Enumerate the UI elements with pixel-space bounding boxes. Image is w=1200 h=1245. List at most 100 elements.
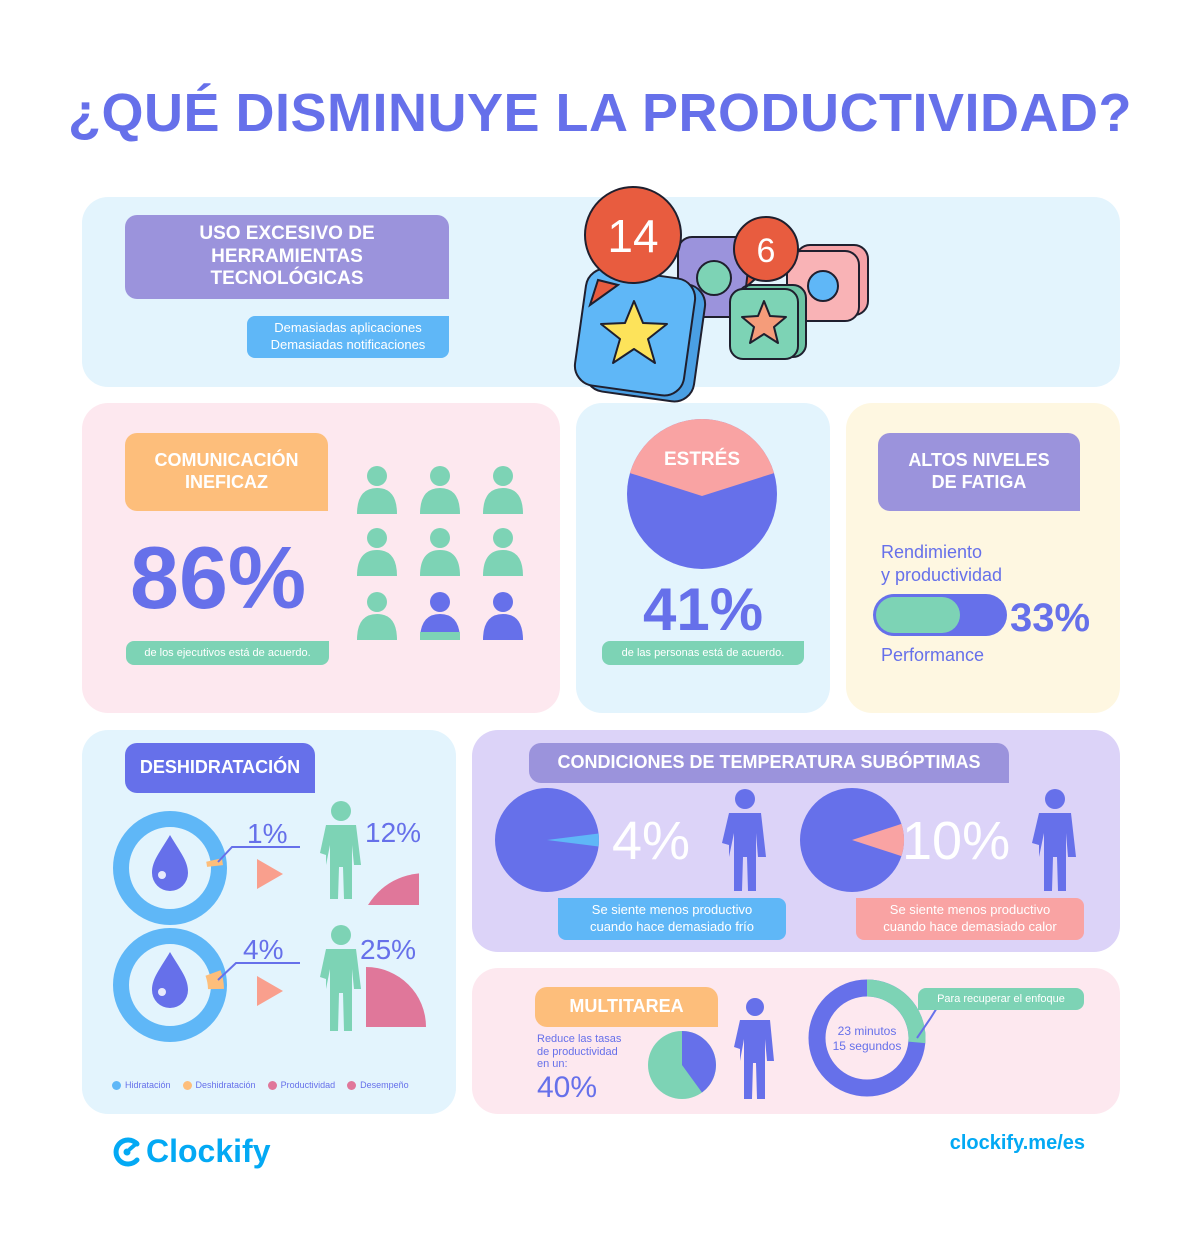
multitask-value: 40% xyxy=(537,1071,598,1104)
legend-dot-icon xyxy=(112,1080,121,1090)
fatigue-subtitle: Rendimiento y productividad xyxy=(881,541,1002,588)
hydration-ring-1 xyxy=(113,811,227,925)
hot-caption-line2: cuando hace demasiado calor xyxy=(883,919,1057,934)
arrow-icon xyxy=(257,976,283,1006)
dehydration-graphic: 1% 12% 4% 25% xyxy=(113,801,426,1042)
fatigue-value: 33% xyxy=(1010,596,1091,640)
legend-label: Hidratación xyxy=(125,1080,171,1090)
person-icon xyxy=(420,466,460,514)
fatigue-footer: Performance xyxy=(881,645,985,665)
communication-value: 86% xyxy=(130,528,307,627)
hydration-loss-1: 1% xyxy=(247,818,287,849)
cold-caption-line1: Se siente menos productivo xyxy=(591,902,753,918)
multitask-desc-line3: en un: xyxy=(537,1058,568,1071)
productivity-loss-1: 12% xyxy=(365,817,421,848)
person-icon xyxy=(357,466,397,514)
multitask-description: Reduce las tasas de productividad en un: xyxy=(537,1033,621,1071)
fatigue-progress-fill xyxy=(876,597,960,633)
legend-label: Productividad xyxy=(280,1080,336,1090)
temperature-graphic: 4% 10% xyxy=(495,788,1076,892)
clockify-logo-icon xyxy=(113,1137,140,1166)
fatigue-tag: ALTOS NIVELES DE FATIGA xyxy=(878,433,1080,511)
dehydration-tag: DESHIDRATACIÓN xyxy=(125,743,315,793)
hydration-ring-2 xyxy=(113,928,227,1042)
productivity-loss-wedge-1 xyxy=(368,873,419,905)
legend-dot-icon xyxy=(347,1080,357,1090)
tech-note-notifications: Demasiadas notificaciones xyxy=(270,337,426,352)
notification-badge-large: 14 xyxy=(584,186,682,308)
cold-pie-slice xyxy=(547,833,599,847)
person-icon xyxy=(420,528,460,576)
stress-pie-chart: ESTRÉS xyxy=(627,418,777,569)
tech-tag: USO EXCESIVO DE HERRAMIENTAS TECNOLÓGICA… xyxy=(125,215,449,299)
badge-count-small: 6 xyxy=(757,232,776,270)
legend-label: Deshidratación xyxy=(195,1080,256,1090)
water-drop-icon xyxy=(152,835,188,891)
hot-caption: Se siente menos productivo cuando hace d… xyxy=(856,898,1084,940)
fatigue-subtitle-line1: Rendimiento xyxy=(881,542,983,562)
stress-tag: ESTRÉS xyxy=(664,448,740,470)
fatigue-subtitle-line2: y productividad xyxy=(881,565,1003,586)
multitask-tag: MULTITAREA xyxy=(535,987,718,1027)
app-icons-illustration: 14 6 xyxy=(573,186,869,403)
legend-dot-icon xyxy=(182,1080,192,1090)
page-title: ¿QUÉ DISMINUYE LA PRODUCTIVIDAD? xyxy=(67,83,1133,143)
brand-logo: Clockify xyxy=(110,1133,270,1170)
communication-tag: COMUNICACIÓN INEFICAZ xyxy=(125,433,328,511)
star-icon xyxy=(741,300,787,344)
communication-tag-line1: COMUNICACIÓN xyxy=(154,450,299,471)
people-grid xyxy=(357,466,523,640)
fatigue-tag-line2: DE FATIGA xyxy=(931,472,1027,492)
focus-donut-arc xyxy=(866,979,926,1044)
person-icon-highlighted xyxy=(483,592,523,640)
person-icon xyxy=(357,528,397,576)
person-icon xyxy=(483,466,523,514)
footer-url[interactable]: clockify.me/es xyxy=(949,1132,1085,1154)
communication-tag-line2: INEFICAZ xyxy=(185,472,268,492)
communication-caption: de los ejecutivos está de acuerdo. xyxy=(126,641,329,665)
multitask-pie-slice xyxy=(682,1031,716,1093)
focus-time-line1: 23 minutos xyxy=(838,1024,897,1038)
tech-notes-pill: Demasiadas aplicaciones Demasiadas notif… xyxy=(247,316,449,358)
stress-caption: de las personas está de acuerdo. xyxy=(602,641,804,665)
dehydration-legend: Hidratación Deshidratación Productividad… xyxy=(112,1080,432,1090)
legend-label: Desempeño xyxy=(360,1080,409,1090)
notification-badge-small: 6 xyxy=(733,216,799,290)
person-standing-icon xyxy=(320,925,361,1031)
hot-pie-slice xyxy=(852,823,904,857)
cold-caption: Se siente menos productivo cuando hace d… xyxy=(558,898,786,940)
cold-value: 4% xyxy=(612,811,690,871)
focus-label: Para recuperar el enfoque xyxy=(918,988,1084,1010)
blue-app-icon xyxy=(573,267,707,403)
legend-dot-icon xyxy=(267,1080,277,1090)
pink-app-icon xyxy=(786,244,869,322)
tech-note-apps: Demasiadas aplicaciones xyxy=(274,320,422,336)
fatigue-progress-bar xyxy=(873,594,1007,636)
hot-caption-line1: Se siente menos productivo xyxy=(889,902,1051,918)
person-icon xyxy=(357,592,397,640)
green-app-icon xyxy=(729,284,807,360)
person-standing-icon xyxy=(1032,789,1076,891)
legend-item-productivity: Productividad xyxy=(267,1080,336,1090)
person-standing-icon xyxy=(320,801,361,899)
person-standing-icon xyxy=(722,789,766,891)
multitask-desc-line1: Reduce las tasas xyxy=(537,1033,622,1045)
productivity-loss-2: 25% xyxy=(360,934,416,965)
badge-count-large: 14 xyxy=(607,210,658,262)
person-icon xyxy=(483,528,523,576)
multitask-graphic: 23 minutos 15 segundos xyxy=(648,979,941,1099)
person-standing-icon xyxy=(734,998,774,1099)
temperature-tag: CONDICIONES DE TEMPERATURA SUBÓPTIMAS xyxy=(529,743,1009,783)
water-drop-icon xyxy=(152,952,188,1008)
dehydration-card xyxy=(82,730,456,1114)
legend-item-dehydration: Deshidratación xyxy=(182,1080,256,1090)
person-icon-partial xyxy=(420,592,460,640)
focus-time-line2: 15 segundos xyxy=(833,1039,902,1053)
hydration-loss-2: 4% xyxy=(243,934,283,965)
stress-value: 41% xyxy=(642,576,764,643)
arrow-icon xyxy=(257,859,283,889)
legend-item-performance: Desempeño xyxy=(347,1080,409,1090)
hot-value: 10% xyxy=(902,811,1010,871)
cold-caption-line2: cuando hace demasiado frío xyxy=(589,919,755,934)
star-icon xyxy=(600,300,668,364)
